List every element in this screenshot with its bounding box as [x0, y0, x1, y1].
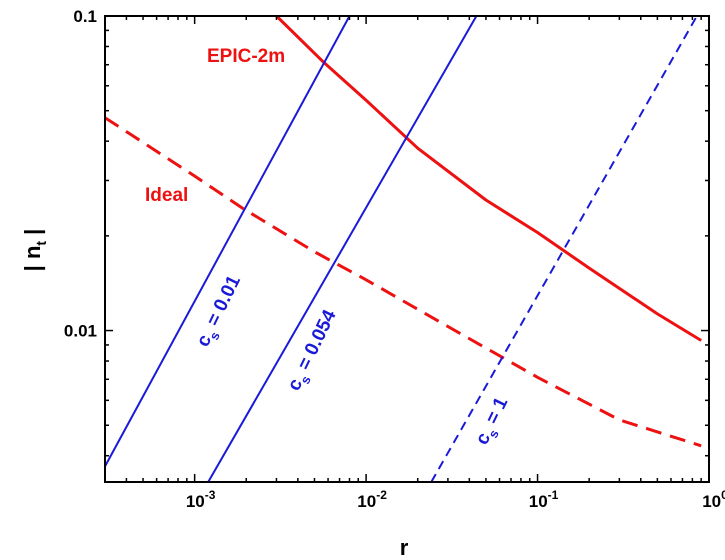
x-axis-title: r	[400, 535, 409, 560]
y-tick-label: 0.01	[64, 322, 97, 341]
x-tick-label: 10-2	[357, 488, 387, 511]
annotation-cs0054: cs = 0.054	[284, 306, 345, 396]
tick-layer: 10-3 10-2 10-1 100 0.01 0.1	[64, 7, 725, 511]
x-tick-label: 100	[702, 488, 725, 511]
y-tick-label: 0.1	[73, 7, 97, 26]
series-line-2	[105, 16, 351, 467]
series-line-3	[207, 16, 478, 482]
annotation-layer: EPIC-2m Ideal cs = 0.01 cs = 0.054 cs = 1	[145, 46, 517, 450]
series-line-1	[105, 116, 702, 448]
annotation-cs001: cs = 0.01	[193, 272, 249, 352]
y-axis-title: | nt |	[20, 229, 49, 272]
plot-frame	[104, 15, 710, 483]
series-line-0	[275, 16, 702, 342]
annotation-cs1: cs = 1	[472, 394, 517, 450]
annotation-epic: EPIC-2m	[207, 46, 285, 67]
annotation-ideal: Ideal	[145, 185, 188, 206]
series-layer	[105, 16, 702, 482]
x-tick-label: 10-3	[186, 488, 216, 511]
x-tick-label: 10-1	[529, 488, 559, 511]
